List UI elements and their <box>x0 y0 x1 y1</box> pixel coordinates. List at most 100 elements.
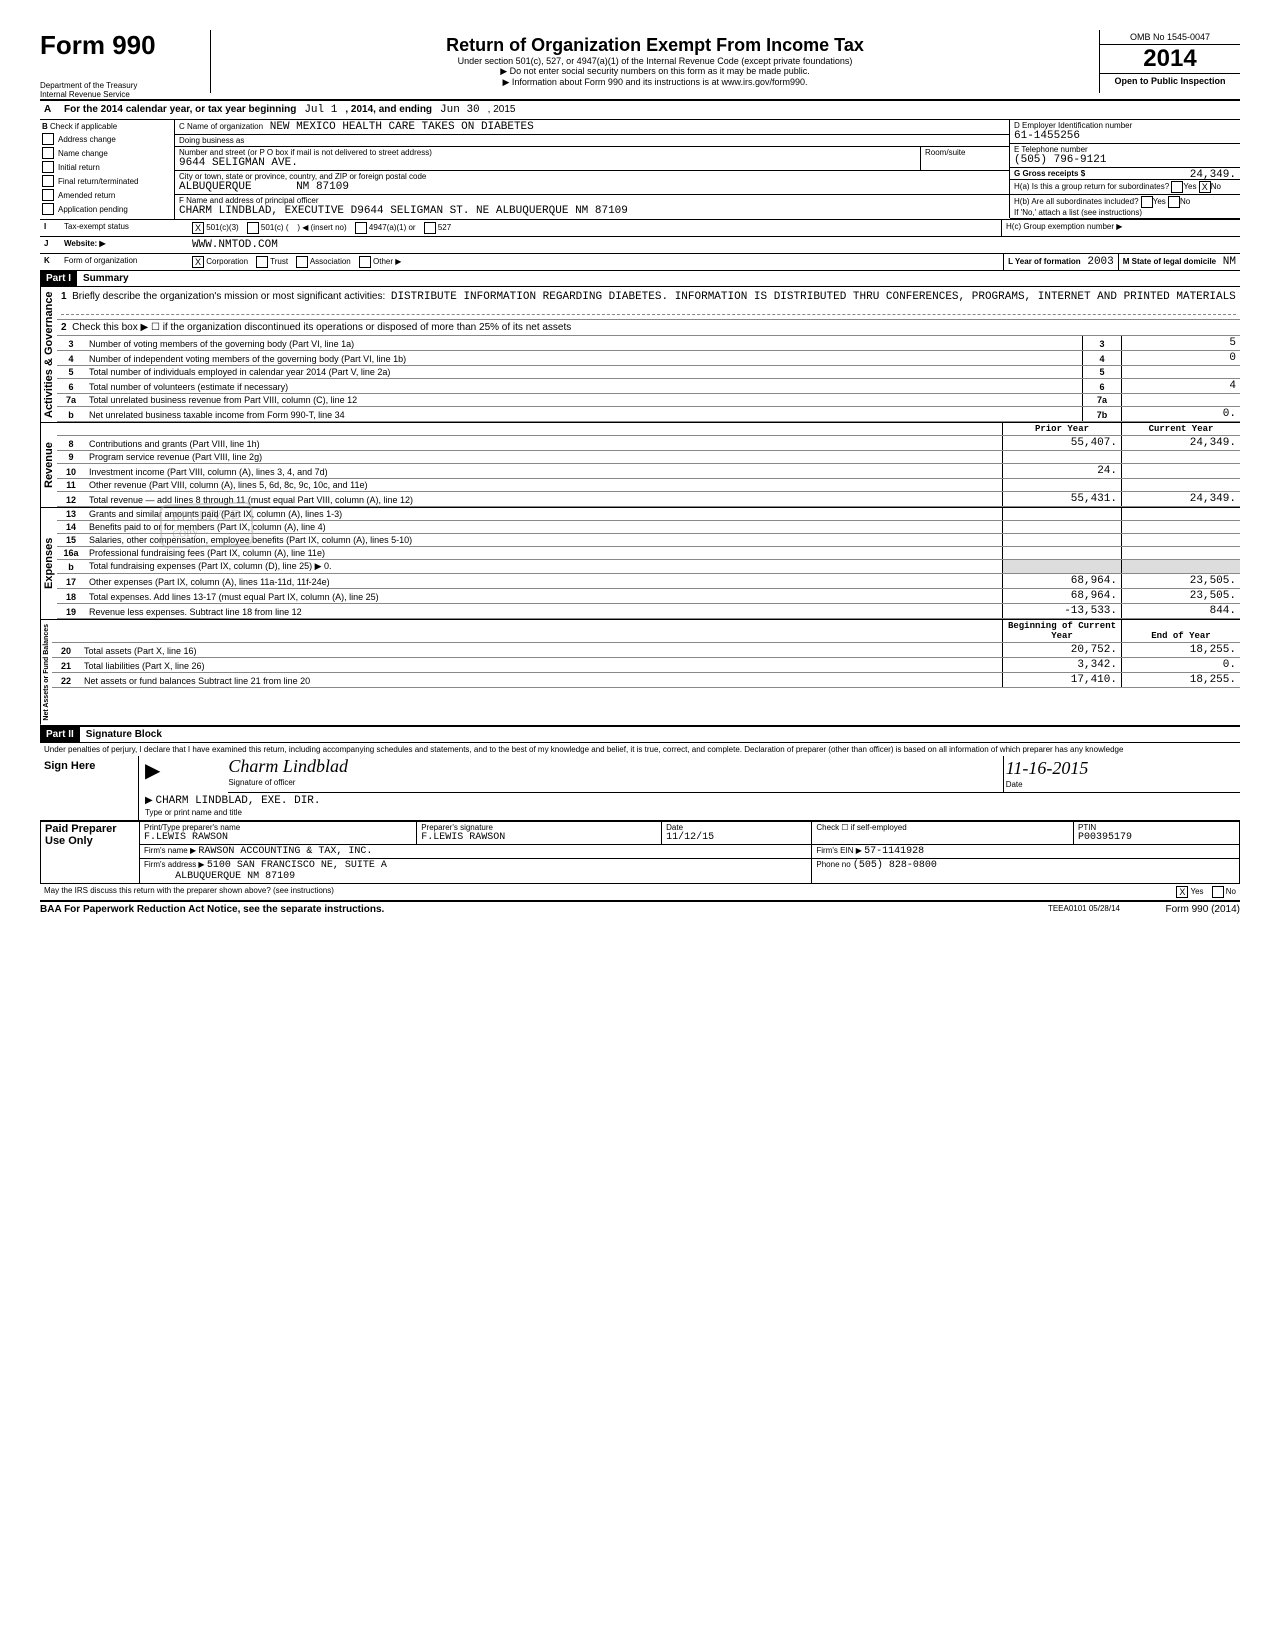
prep-date: 11/12/15 <box>666 832 714 843</box>
baa-notice: BAA For Paperwork Reduction Act Notice, … <box>40 904 384 915</box>
form-footer: Form 990 (2014) <box>1120 904 1240 915</box>
officer-value: CHARM LINDBLAD, EXECUTIVE D9644 SELIGMAN… <box>179 205 628 217</box>
cb-final-return[interactable]: Final return/terminated <box>58 177 138 186</box>
ptin-label: PTIN <box>1078 823 1096 832</box>
tax-year: 2014 <box>1100 45 1240 73</box>
form-header: Form 990 Department of the Treasury Inte… <box>40 30 1240 101</box>
firm-phone-label: Phone no <box>816 860 850 869</box>
zip-value: 87109 <box>316 181 349 193</box>
state-value: NM <box>296 181 309 193</box>
netassets-table: Beginning of Current YearEnd of Year 20T… <box>52 620 1240 688</box>
a-end: Jun 30 <box>436 103 484 117</box>
dept-treasury: Department of the Treasury <box>40 81 200 90</box>
ha-yes[interactable]: Yes <box>1183 182 1196 191</box>
expenses-label: Expenses <box>40 508 57 619</box>
501c-label: 501(c) ( <box>261 223 289 232</box>
officer-name-title: CHARM LINDBLAD, EXE. DIR. <box>155 795 320 807</box>
sig-officer-label: Signature of officer <box>228 778 295 787</box>
a-begin: Jul 1 <box>300 103 341 117</box>
hc-label: H(c) Group exemption number ▶ <box>1001 220 1240 236</box>
cb-amended[interactable]: Amended return <box>58 191 115 200</box>
line2-text: Check this box ▶ ☐ if the organization d… <box>72 322 571 333</box>
preparer-label: Paid Preparer Use Only <box>41 821 140 883</box>
527-label: 527 <box>438 223 451 232</box>
netassets-label: Net Assets or Fund Balances <box>40 620 52 725</box>
note2: ▶ Information about Form 990 and its ins… <box>216 77 1094 88</box>
part-ii-header: Part II Signature Block <box>40 727 1240 743</box>
omb-number: OMB No 1545-0047 <box>1100 30 1240 45</box>
preparer-table: Paid Preparer Use Only Print/Type prepar… <box>40 821 1240 884</box>
part-i-header: Part I Summary <box>40 271 1240 287</box>
mission-text: DISTRIBUTE INFORMATION REGARDING DIABETE… <box>391 291 1236 303</box>
prep-sig-label: Preparer's signature <box>421 823 493 832</box>
form-number: Form 990 <box>40 30 200 61</box>
note1: ▶ Do not enter social security numbers o… <box>216 66 1094 77</box>
cb-501c3[interactable]: X <box>192 222 204 234</box>
street-value: 9644 SELIGMAN AVE. <box>179 157 298 169</box>
discuss-no: No <box>1226 887 1236 896</box>
ein-label: Firm's EIN ▶ <box>816 846 861 855</box>
501c3-label: 501(c)(3) <box>206 223 238 232</box>
a-mid: , 2014, and ending <box>345 104 432 115</box>
state-domicile: NM <box>1223 256 1236 268</box>
cb-pending[interactable]: Application pending <box>58 205 128 214</box>
k-label: Form of organization <box>60 254 188 270</box>
d-label: D Employer Identification number <box>1014 121 1132 130</box>
officer-label: F Name and address of principal officer <box>179 196 318 205</box>
prep-check-label: Check ☐ if self-employed <box>816 823 906 832</box>
b-label: Check if applicable <box>50 122 117 131</box>
other-label: Other ▶ <box>373 257 401 266</box>
discuss-yes: Yes <box>1190 887 1203 896</box>
g-label: G Gross receipts $ <box>1014 169 1085 178</box>
cb-name-change[interactable]: Name change <box>58 149 108 158</box>
hb-label: H(b) Are all subordinates included? <box>1014 197 1139 206</box>
prep-print-label: Print/Type preparer's name <box>144 823 240 832</box>
cb-corp[interactable]: X <box>192 256 204 268</box>
open-public: Open to Public Inspection <box>1100 73 1240 88</box>
l-label: L Year of formation <box>1008 257 1081 266</box>
prep-sig: F.LEWIS RAWSON <box>421 832 505 843</box>
part2-label: Part II <box>40 727 80 742</box>
officer-signature: Charm Lindblad <box>228 756 348 776</box>
part1-label: Part I <box>40 271 77 286</box>
firm-name: RAWSON ACCOUNTING & TAX, INC. <box>198 846 372 857</box>
firm-ein: 57-1141928 <box>864 846 924 857</box>
phone-value: (505) 796-9121 <box>1014 154 1106 166</box>
signature-row: Sign Here ▶ Charm Lindblad Signature of … <box>40 756 1240 821</box>
a-label: For the 2014 calendar year, or tax year … <box>64 104 296 115</box>
row-a-tax-year: A For the 2014 calendar year, or tax yea… <box>40 101 1240 120</box>
firm-addr1: 5100 SAN FRANCISCO NE, SUITE A <box>207 860 387 871</box>
room-label: Room/suite <box>925 148 965 157</box>
ein-value: 61-1455256 <box>1014 130 1080 142</box>
teea-code: TEEA0101 05/28/14 <box>1048 904 1120 915</box>
perjury-text: Under penalties of perjury, I declare th… <box>40 743 1240 756</box>
ha-label: H(a) Is this a group return for subordin… <box>1014 182 1169 191</box>
ha-no-check[interactable]: X <box>1199 181 1211 193</box>
org-name: NEW MEXICO HEALTH CARE TAKES ON DIABETES <box>270 121 534 133</box>
expenses-table: 13Grants and similar amounts paid (Part … <box>57 508 1240 619</box>
cb-initial-return[interactable]: Initial return <box>58 163 100 172</box>
part2-title: Signature Block <box>80 727 168 742</box>
c-name-label: C Name of organization <box>179 122 263 131</box>
city-label: City or town, state or province, country… <box>179 172 426 181</box>
firm-addr2: ALBUQUERQUE NM 87109 <box>175 871 295 882</box>
city-value: ALBUQUERQUE <box>179 181 252 193</box>
prep-date-label: Date <box>666 823 683 832</box>
part1-title: Summary <box>77 271 135 286</box>
cb-address-change[interactable]: Address change <box>58 135 116 144</box>
gross-receipts: 24,349. <box>1190 169 1236 181</box>
mission-label: Briefly describe the organization's miss… <box>72 291 385 302</box>
governance-label: Activities & Governance <box>40 287 57 422</box>
ptin-value: P00395179 <box>1078 832 1132 843</box>
sig-date-label: Date <box>1006 780 1023 789</box>
discuss-yes-check[interactable]: X <box>1176 886 1188 898</box>
discuss-text: May the IRS discuss this return with the… <box>40 884 1172 900</box>
row-i-tax-status: I Tax-exempt status X 501(c)(3) 501(c) (… <box>40 220 1240 237</box>
ha-no: No <box>1211 182 1221 191</box>
street-label: Number and street (or P O box if mail is… <box>179 148 432 157</box>
i-label: Tax-exempt status <box>60 220 188 236</box>
assoc-label: Association <box>310 257 351 266</box>
m-label: M State of legal domicile <box>1123 257 1216 266</box>
row-k-form-org: K Form of organization X Corporation Tru… <box>40 254 1240 271</box>
j-label: Website: ▶ <box>64 239 106 248</box>
